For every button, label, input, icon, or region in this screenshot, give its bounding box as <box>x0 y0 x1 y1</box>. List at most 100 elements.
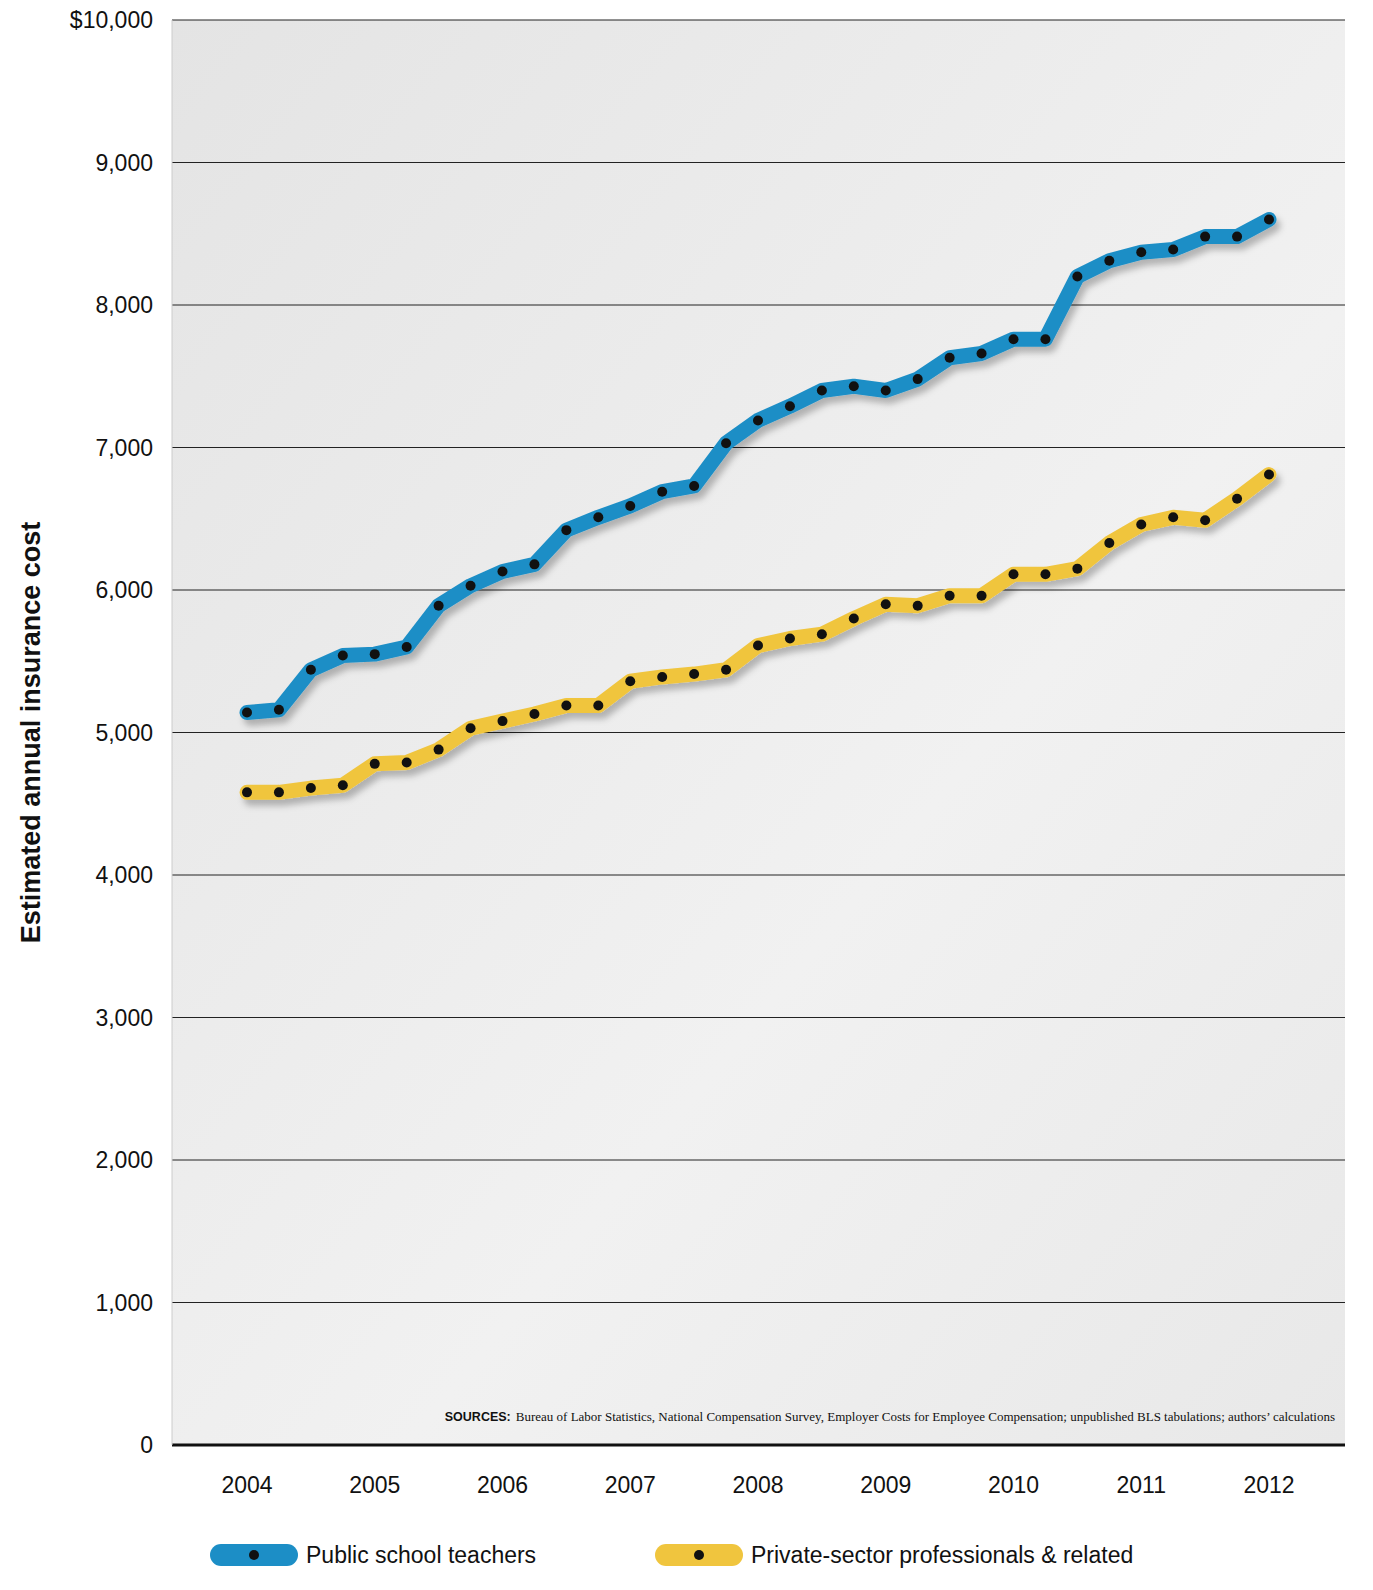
grid-line <box>172 162 1345 163</box>
data-point <box>689 481 699 491</box>
data-point <box>1009 334 1019 344</box>
data-point <box>306 783 316 793</box>
legend-label: Private-sector professionals & related <box>751 1542 1133 1568</box>
data-point <box>242 708 252 718</box>
grid-line <box>172 590 1345 591</box>
grid-line <box>172 1160 1345 1161</box>
x-axis <box>172 1444 1345 1447</box>
data-point <box>1168 244 1178 254</box>
x-tick-label: 2004 <box>221 1472 272 1498</box>
data-point <box>689 669 699 679</box>
data-point <box>1200 515 1210 525</box>
data-point <box>849 614 859 624</box>
data-point <box>274 705 284 715</box>
grid-line <box>172 447 1345 448</box>
y-tick-label: 5,000 <box>95 720 153 746</box>
grid-line <box>172 1017 1345 1018</box>
data-point <box>1264 470 1274 480</box>
y-tick-label: 4,000 <box>95 862 153 888</box>
data-point <box>1104 538 1114 548</box>
legend-dot <box>694 1550 704 1560</box>
chart: 01,0002,0003,0004,0005,0006,0007,0008,00… <box>0 0 1373 1590</box>
y-tick-label: 3,000 <box>95 1005 153 1031</box>
data-point <box>498 716 508 726</box>
data-point <box>1072 564 1082 574</box>
grid-line <box>172 305 1345 306</box>
data-point <box>529 559 539 569</box>
x-tick-label: 2011 <box>1117 1472 1166 1498</box>
x-tick-label: 2005 <box>349 1472 400 1498</box>
x-tick-label: 2006 <box>477 1472 528 1498</box>
data-point <box>753 641 763 651</box>
data-point <box>466 581 476 591</box>
data-point <box>753 415 763 425</box>
data-point <box>657 487 667 497</box>
data-point <box>1136 247 1146 257</box>
data-point <box>913 374 923 384</box>
data-point <box>881 386 891 396</box>
y-tick-label: 8,000 <box>95 292 153 318</box>
data-point <box>338 651 348 661</box>
data-point <box>945 591 955 601</box>
data-point <box>785 401 795 411</box>
y-axis <box>172 20 173 1445</box>
data-point <box>913 601 923 611</box>
data-point <box>242 787 252 797</box>
x-tick-label: 2009 <box>860 1472 911 1498</box>
data-point <box>849 381 859 391</box>
legend-swatch <box>655 1544 743 1566</box>
legend-swatch <box>210 1544 298 1566</box>
grid-line <box>172 732 1345 733</box>
data-point <box>625 501 635 511</box>
data-point <box>593 700 603 710</box>
data-point <box>1200 232 1210 242</box>
data-point <box>945 353 955 363</box>
data-point <box>466 723 476 733</box>
data-point <box>561 525 571 535</box>
y-tick-label: 7,000 <box>95 435 153 461</box>
y-tick-label: $10,000 <box>70 7 153 33</box>
data-point <box>1232 232 1242 242</box>
data-point <box>1136 519 1146 529</box>
x-tick-label: 2010 <box>988 1472 1039 1498</box>
x-tick-label: 2007 <box>605 1472 656 1498</box>
data-point <box>434 745 444 755</box>
data-point <box>370 649 380 659</box>
data-point <box>977 591 987 601</box>
data-point <box>721 438 731 448</box>
y-tick-label: 6,000 <box>95 577 153 603</box>
x-tick-label: 2012 <box>1243 1472 1294 1498</box>
data-point <box>561 700 571 710</box>
data-point <box>657 672 667 682</box>
data-point <box>1168 512 1178 522</box>
data-point <box>881 599 891 609</box>
data-point <box>1232 494 1242 504</box>
x-tick-label: 2008 <box>732 1472 783 1498</box>
data-point <box>338 780 348 790</box>
data-point <box>1264 215 1274 225</box>
data-point <box>817 386 827 396</box>
data-point <box>593 512 603 522</box>
data-point <box>1040 334 1050 344</box>
y-tick-label: 0 <box>140 1432 153 1458</box>
legend-dot <box>249 1550 259 1560</box>
data-point <box>1104 256 1114 266</box>
data-point <box>402 757 412 767</box>
y-tick-label: 9,000 <box>95 150 153 176</box>
data-point <box>498 566 508 576</box>
source-text: Bureau of Labor Statistics, National Com… <box>516 1409 1335 1424</box>
series-line <box>247 475 1269 793</box>
data-point <box>306 665 316 675</box>
data-point <box>529 709 539 719</box>
grid-line <box>172 20 1345 21</box>
grid-line <box>172 875 1345 876</box>
data-point <box>625 676 635 686</box>
y-axis-title: Estimated annual insurance cost <box>16 522 46 944</box>
data-point <box>1072 272 1082 282</box>
data-point <box>434 601 444 611</box>
data-point <box>721 665 731 675</box>
data-point <box>1009 569 1019 579</box>
source-label: SOURCES: <box>445 1410 511 1424</box>
grid-line <box>172 1302 1345 1303</box>
data-point <box>817 629 827 639</box>
